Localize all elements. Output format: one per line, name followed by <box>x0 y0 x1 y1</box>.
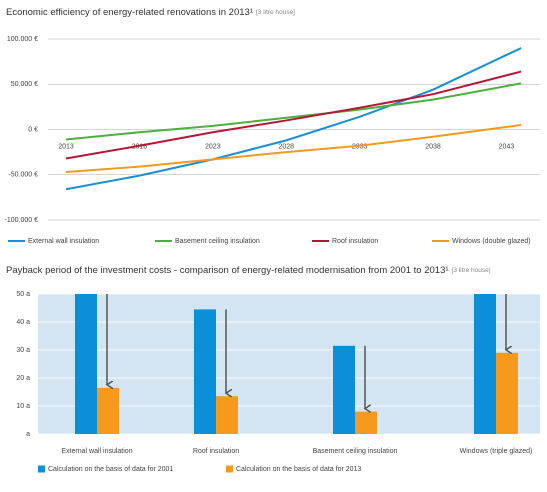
x-tick-label: Windows (triple glazed) <box>460 448 533 455</box>
legend-swatch <box>226 465 233 473</box>
x-tick-label: Roof insulation <box>193 448 239 455</box>
y-tick-label: 100.000 € <box>7 36 38 43</box>
legend-label: External wall insulation <box>28 238 99 245</box>
y-tick-label: -50.000 € <box>8 172 38 179</box>
y-tick-label: 40 a <box>16 319 30 326</box>
y-tick-label: a <box>26 431 30 438</box>
legend-swatch <box>38 465 45 473</box>
x-tick-label: 2038 <box>425 143 441 150</box>
bar <box>496 352 518 434</box>
x-tick-label: 2028 <box>278 143 294 150</box>
x-tick-label: 2033 <box>352 143 368 150</box>
bar <box>75 294 97 434</box>
x-tick-label: Basement ceiling insulation <box>313 448 398 455</box>
title-text: Economic efficiency of energy-related re… <box>6 7 253 18</box>
subtitle: [3 litre house] <box>256 9 295 16</box>
y-tick-label: 10 a <box>16 403 30 410</box>
plot-background <box>38 294 540 434</box>
title-text: Payback period of the investment costs -… <box>6 265 449 276</box>
bar <box>194 309 216 434</box>
y-tick-label: 20 a <box>16 375 30 382</box>
y-tick-label: 0 € <box>28 126 38 133</box>
series-line <box>65 123 522 174</box>
legend-label: Calculation on the basis of data for 201… <box>236 466 361 473</box>
bar <box>474 294 496 434</box>
y-tick-label: 30 a <box>16 347 30 354</box>
series-line <box>65 82 522 141</box>
legend-label: Basement ceiling insulation <box>175 238 260 245</box>
legend-label: Windows (double glazed) <box>452 238 531 245</box>
x-tick-label: 2018 <box>132 143 148 150</box>
y-tick-label: 50.000 € <box>11 81 38 88</box>
x-tick-label: 2023 <box>205 143 221 150</box>
bar <box>216 396 238 434</box>
x-tick-label: External wall insulation <box>61 448 132 455</box>
subtitle: [3 litre house] <box>452 267 491 274</box>
x-tick-label: 2013 <box>58 143 74 150</box>
legend-label: Calculation on the basis of data for 200… <box>48 466 173 473</box>
bar <box>355 411 377 434</box>
y-tick-label: -100.000 € <box>5 217 39 224</box>
legend-label: Roof insulation <box>332 238 378 245</box>
chart-title: Economic efficiency of energy-related re… <box>6 7 295 18</box>
bar <box>97 387 119 434</box>
bar <box>333 345 355 434</box>
y-tick-label: 50 a <box>16 291 30 298</box>
chart-title: Payback period of the investment costs -… <box>6 265 491 276</box>
series-line <box>65 70 522 160</box>
series-line <box>65 47 522 191</box>
x-tick-label: 2043 <box>499 143 515 150</box>
